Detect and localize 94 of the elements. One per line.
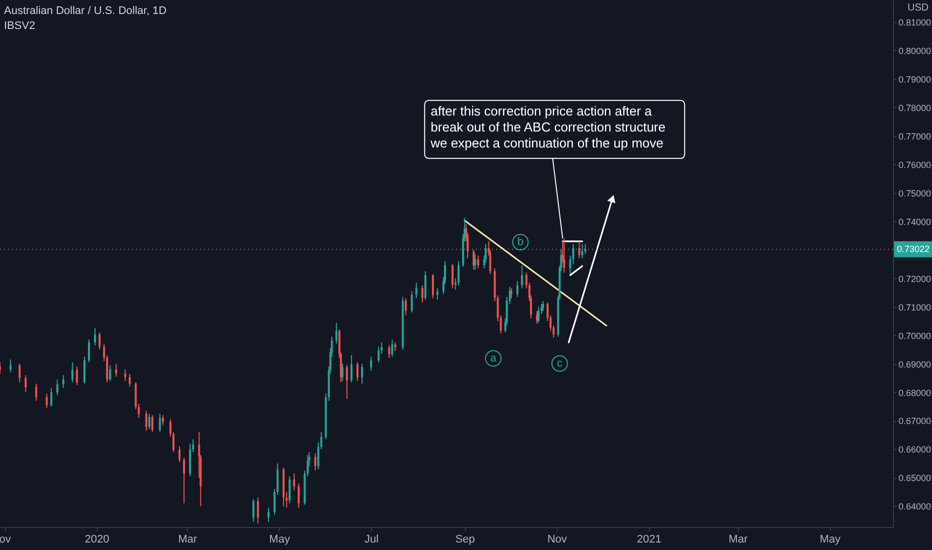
x-tick-label: 2021 bbox=[636, 534, 662, 546]
candlestick bbox=[404, 298, 407, 316]
candlestick bbox=[314, 453, 316, 472]
candlestick bbox=[288, 476, 291, 504]
y-axis-title: USD bbox=[908, 2, 929, 14]
candlestick bbox=[10, 359, 12, 373]
candlestick bbox=[361, 363, 364, 384]
candlestick bbox=[50, 387, 52, 407]
candlestick bbox=[94, 328, 96, 346]
candlestick bbox=[436, 288, 438, 300]
candlestick bbox=[356, 362, 358, 382]
candlestick bbox=[46, 393, 48, 408]
candlestick bbox=[56, 378, 58, 396]
candlestick bbox=[62, 374, 64, 388]
candlestick bbox=[335, 322, 338, 344]
y-tick-label: 0.71000 bbox=[898, 302, 932, 312]
x-tick-label: May bbox=[269, 534, 290, 546]
candlestick bbox=[151, 414, 154, 433]
candlestick bbox=[162, 414, 164, 426]
candlestick bbox=[71, 362, 74, 383]
x-tick-label: Mar bbox=[178, 534, 198, 546]
y-tick-label: 0.77000 bbox=[898, 131, 932, 142]
candlestick bbox=[145, 410, 148, 432]
candlestick bbox=[124, 368, 126, 382]
candlestick bbox=[388, 344, 390, 359]
candlestick bbox=[346, 364, 348, 400]
x-tick-label: ov bbox=[0, 534, 12, 546]
y-tick-label: 0.69000 bbox=[898, 359, 932, 370]
y-tick-label: 0.76000 bbox=[898, 160, 932, 170]
candlestick bbox=[158, 413, 161, 433]
candlestick bbox=[578, 240, 580, 259]
candlestick bbox=[474, 254, 476, 270]
y-tick-label: 0.79000 bbox=[898, 74, 932, 84]
candlestick bbox=[350, 354, 352, 383]
y-tick-label: 0.74000 bbox=[898, 216, 932, 227]
y-tick-label: 0.80000 bbox=[898, 46, 932, 56]
y-tick-label: 0.75000 bbox=[898, 188, 932, 198]
y-tick-label: 0.70000 bbox=[898, 330, 932, 341]
candlestick bbox=[424, 270, 426, 300]
candlestick bbox=[293, 472, 296, 492]
y-tick-label: 0.81000 bbox=[898, 17, 932, 28]
candlestick bbox=[88, 339, 90, 363]
y-tick-label: 0.68000 bbox=[898, 388, 932, 398]
annotation: a bbox=[490, 352, 498, 364]
candlestick bbox=[477, 255, 480, 269]
y-tick-label: 0.78000 bbox=[898, 102, 932, 113]
candlestick bbox=[148, 413, 150, 430]
annotation: c bbox=[556, 357, 563, 370]
candlestick bbox=[298, 482, 300, 508]
y-tick-label: 0.64000 bbox=[898, 502, 932, 512]
candlestick bbox=[76, 366, 78, 386]
x-tick-label: Sep bbox=[455, 534, 475, 546]
candlestick bbox=[452, 264, 454, 289]
x-tick-label: Mar bbox=[728, 534, 748, 546]
candlestick bbox=[516, 280, 518, 298]
chart-title: Australian Dollar / U.S. Dollar, 1D bbox=[4, 5, 167, 17]
text: IBSV2 bbox=[4, 20, 36, 32]
candlestick bbox=[128, 373, 131, 388]
annotation: after this correction price action after a break out of the ABC correction structure we expect a continuation of the up move bbox=[430, 103, 666, 150]
y-tick-label: 0.67000 bbox=[898, 416, 932, 426]
candlestick bbox=[520, 264, 523, 289]
y-tick-label: 0.72000 bbox=[898, 274, 932, 284]
y-tick-label: 0.66000 bbox=[898, 444, 932, 455]
candlestick bbox=[410, 290, 413, 313]
candlestick bbox=[432, 274, 434, 299]
candlestick bbox=[542, 300, 544, 312]
candlestick bbox=[563, 238, 566, 274]
candlestick bbox=[18, 363, 21, 383]
candlestick bbox=[115, 363, 118, 378]
candlestick bbox=[83, 356, 86, 384]
candlestick bbox=[98, 332, 101, 350]
candlestick bbox=[252, 498, 254, 522]
candlestick bbox=[415, 282, 418, 299]
candlestick bbox=[256, 497, 259, 524]
candlestick bbox=[370, 356, 372, 372]
candlestick bbox=[24, 374, 27, 393]
candlestick bbox=[109, 364, 112, 382]
x-tick-label: Jul bbox=[364, 534, 379, 546]
x-tick-label: May bbox=[820, 534, 842, 546]
candlestick bbox=[421, 284, 424, 304]
candlestick bbox=[391, 339, 394, 358]
candlestick bbox=[178, 446, 181, 463]
y-tick-label: 0.65000 bbox=[898, 473, 932, 484]
ref-line-label: 0.73022 bbox=[897, 244, 930, 254]
candlestick bbox=[458, 260, 460, 286]
candlestick bbox=[584, 244, 586, 255]
x-tick-label: Nov bbox=[547, 534, 568, 546]
x-tick-label: 2020 bbox=[84, 534, 110, 546]
candlestick bbox=[35, 383, 38, 402]
annotation: b bbox=[517, 236, 524, 248]
candlestick bbox=[268, 507, 270, 522]
candlestick bbox=[378, 346, 380, 363]
candlestick bbox=[183, 457, 186, 504]
candlestick bbox=[538, 306, 540, 323]
